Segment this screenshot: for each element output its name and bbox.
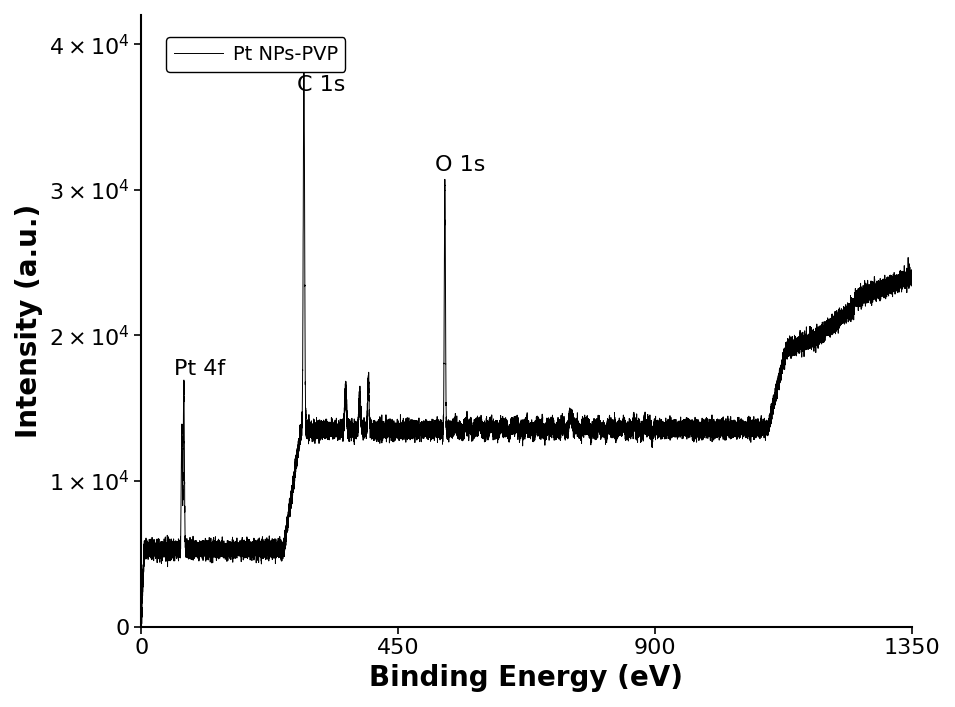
Line: Pt NPs-PVP: Pt NPs-PVP <box>141 59 912 626</box>
Pt NPs-PVP <box>136 619 147 627</box>
Pt NPs-PVP <box>136 621 147 630</box>
Y-axis label: Intensity (a.u.): Intensity (a.u.) <box>15 204 43 438</box>
Text: Pt 4f: Pt 4f <box>175 359 225 379</box>
Pt NPs-PVP <box>906 280 918 288</box>
Pt NPs-PVP <box>780 346 792 354</box>
Legend: Pt NPs-PVP: Pt NPs-PVP <box>166 37 346 71</box>
Pt NPs-PVP <box>411 423 422 432</box>
Pt NPs-PVP <box>615 423 626 432</box>
Text: O 1s: O 1s <box>435 156 485 175</box>
Pt NPs-PVP <box>568 419 580 428</box>
Pt NPs-PVP <box>403 423 414 431</box>
Pt NPs-PVP <box>298 54 309 63</box>
Pt NPs-PVP <box>641 423 652 431</box>
X-axis label: Binding Energy (eV): Binding Energy (eV) <box>370 664 684 692</box>
Text: C 1s: C 1s <box>296 75 345 95</box>
